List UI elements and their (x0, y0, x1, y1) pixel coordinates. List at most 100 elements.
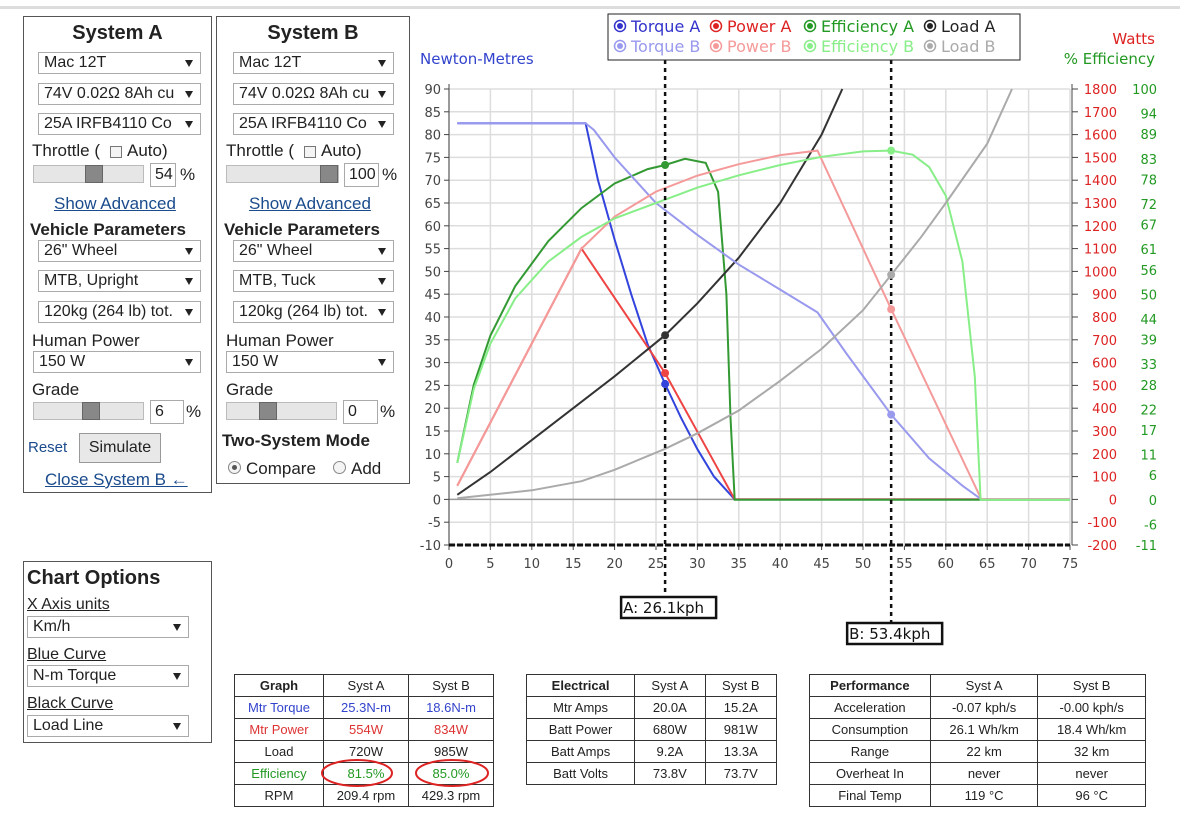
legend-marker-dot (713, 43, 719, 49)
blue-curve-select[interactable]: N-m Torque (27, 665, 189, 687)
mass-select[interactable]: 120kg (264 lb) tot. (233, 301, 394, 323)
throttle-slider[interactable] (226, 165, 339, 183)
add-radio[interactable] (333, 461, 346, 474)
y-tick-label: -5 (428, 516, 441, 531)
throttle-input[interactable]: 54 (150, 163, 176, 187)
table-cell: 25.3N-m (322, 696, 409, 719)
table-cell: Syst A (322, 674, 409, 697)
y2-tick-label: 800 (1092, 311, 1117, 326)
select-text: MTB, Upright (44, 272, 139, 289)
x-tick-label: 20 (606, 557, 623, 572)
table-cell: 981W (704, 718, 778, 741)
select-text: N-m Torque (33, 667, 117, 684)
table-cell: Performance (809, 674, 931, 697)
plot-area: 0 5 10 15 20 25 30 35 40 45 50 55 60 65 70 75-10-505101… (420, 83, 1157, 572)
controller-select[interactable]: 25A IRFB4110 Co (38, 113, 201, 135)
legend-label: Load A (941, 17, 995, 36)
table-row: RPM 209.4 rpm 429.3 rpm (234, 784, 495, 807)
close-system-b-link[interactable]: Close System B ← (45, 470, 188, 489)
table-cell: 73.7V (704, 762, 778, 785)
legend-marker-dot (927, 23, 933, 29)
y3-tick-label: 6 (1149, 469, 1157, 484)
y-tick-label: 85 (424, 106, 441, 121)
table-row: Acceleration -0.07 kph/s -0.00 kph/s (809, 696, 1146, 719)
table-cell: 22 km (929, 740, 1039, 763)
y3-tick-label: 22 (1140, 403, 1157, 418)
table-cell: Overheat In (809, 762, 931, 785)
y3-tick-label: 44 (1140, 313, 1157, 328)
grade-slider[interactable] (33, 402, 144, 420)
human-power-select[interactable]: 150 W (226, 351, 394, 373)
auto-checkbox[interactable] (110, 146, 122, 158)
throttle-slider[interactable] (33, 165, 144, 183)
x-tick-label: 50 (855, 557, 872, 572)
marker-dot (661, 161, 670, 169)
show-advanced-link[interactable]: Show Advanced (54, 194, 176, 213)
marker-label: B: 53.4kph (849, 625, 930, 643)
table-cell: 680W (634, 718, 706, 741)
y2-tick-label: 400 (1092, 402, 1117, 417)
panel-title: Chart Options (27, 567, 161, 589)
y-axis-title: Newton-Metres (420, 50, 534, 68)
electrical-table: Electrical Syst A Syst B Mtr Amps 20.0A 15.2A… (525, 674, 778, 785)
wheel-select[interactable]: 26" Wheel (38, 240, 201, 262)
grade-label: Grade (32, 380, 80, 399)
compare-radio[interactable] (228, 461, 241, 474)
reset-link[interactable]: Reset (28, 439, 68, 456)
y3-tick-label: 72 (1140, 198, 1157, 213)
grade-input[interactable]: 6 (150, 400, 184, 424)
table-cell: 119 °C (929, 784, 1039, 807)
table-row: Graph Syst A Syst B (234, 674, 495, 697)
simulate-button[interactable]: Simulate (79, 433, 161, 463)
throttle-input[interactable]: 100 (344, 163, 379, 187)
select-text: 74V 0.02Ω 8Ah cu (239, 85, 370, 102)
controller-select[interactable]: 25A IRFB4110 Co (233, 113, 394, 135)
auto-label: Auto) (127, 141, 168, 160)
marker-dot (887, 305, 896, 314)
wheel-select[interactable]: 26" Wheel (233, 240, 394, 262)
table-cell: Load (234, 740, 324, 763)
slider-thumb[interactable] (85, 165, 103, 183)
black-curve-select[interactable]: Load Line (27, 715, 189, 737)
motor-select[interactable]: Mac 12T (233, 52, 394, 74)
frame-select[interactable]: MTB, Upright (38, 270, 201, 292)
x-tick-label: 65 (979, 557, 996, 572)
legend-marker (803, 39, 817, 53)
battery-select[interactable]: 74V 0.02Ω 8Ah cu (38, 83, 201, 105)
option-label: Black Curve (27, 695, 114, 712)
x-tick-label: 70 (1020, 557, 1037, 572)
table-row: Mtr Power 554W 834W (234, 718, 495, 741)
human-power-label: Human Power (226, 331, 334, 350)
battery-select[interactable]: 74V 0.02Ω 8Ah cu (233, 83, 394, 105)
slider-thumb[interactable] (320, 165, 338, 183)
human-power-select[interactable]: 150 W (33, 351, 201, 373)
mass-select[interactable]: 120kg (264 lb) tot. (38, 301, 201, 323)
grade-input[interactable]: 0 (343, 400, 378, 424)
select-text: 74V 0.02Ω 8Ah cu (44, 85, 175, 102)
series-line (457, 122, 1070, 501)
show-advanced-link[interactable]: Show Advanced (249, 194, 371, 213)
y3-tick-label: 94 (1140, 108, 1157, 123)
slider-thumb[interactable] (82, 402, 100, 420)
series-line (457, 122, 1070, 501)
auto-checkbox[interactable] (304, 146, 316, 158)
y-tick-label: 35 (424, 334, 441, 349)
panel-title: System B (267, 22, 359, 44)
y3-tick-label: 39 (1140, 334, 1157, 349)
y2-axis-title: Watts (1112, 30, 1155, 48)
slider-thumb[interactable] (259, 402, 277, 420)
y2-tick-label: -200 (1087, 539, 1117, 554)
motor-select[interactable]: Mac 12T (38, 52, 201, 74)
select-text: Load Line (33, 717, 104, 734)
select-text: 25A IRFB4110 Co (239, 115, 367, 132)
frame-select[interactable]: MTB, Tuck (233, 270, 394, 292)
legend-box (607, 13, 1021, 61)
table-row: Consumption 26.1 Wh/km 18.4 Wh/km (809, 718, 1146, 741)
legend-marker-dot (807, 23, 813, 29)
marker-dot (661, 380, 670, 389)
y3-axis-title: % Efficiency (1064, 50, 1155, 68)
grade-slider[interactable] (226, 402, 337, 420)
marker-dot (887, 410, 896, 419)
x-axis-select[interactable]: Km/h (27, 616, 189, 638)
unit: % (380, 402, 396, 421)
